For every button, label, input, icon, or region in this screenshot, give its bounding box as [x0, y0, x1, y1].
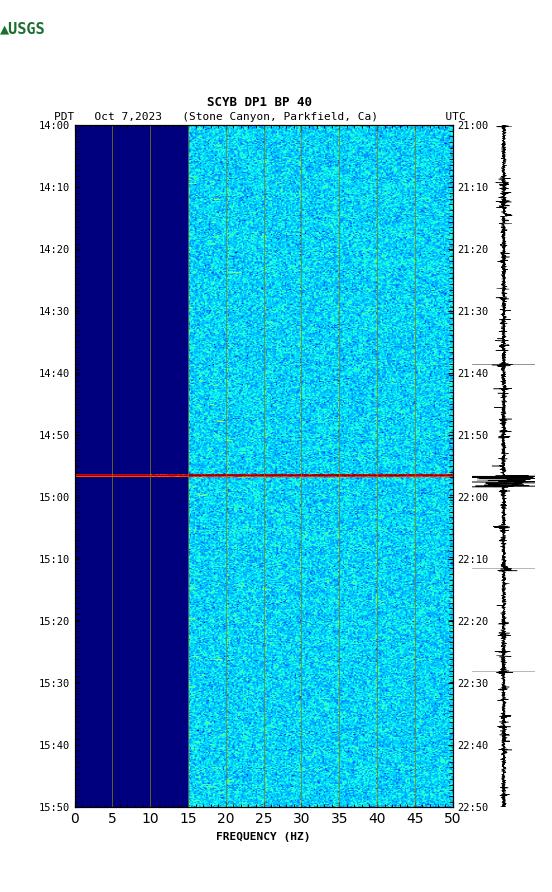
Text: PDT   Oct 7,2023   (Stone Canyon, Parkfield, Ca)          UTC: PDT Oct 7,2023 (Stone Canyon, Parkfield,… [54, 112, 465, 122]
Text: SCYB DP1 BP 40: SCYB DP1 BP 40 [207, 95, 312, 109]
Text: ▲USGS: ▲USGS [0, 21, 46, 37]
X-axis label: FREQUENCY (HZ): FREQUENCY (HZ) [216, 831, 311, 842]
